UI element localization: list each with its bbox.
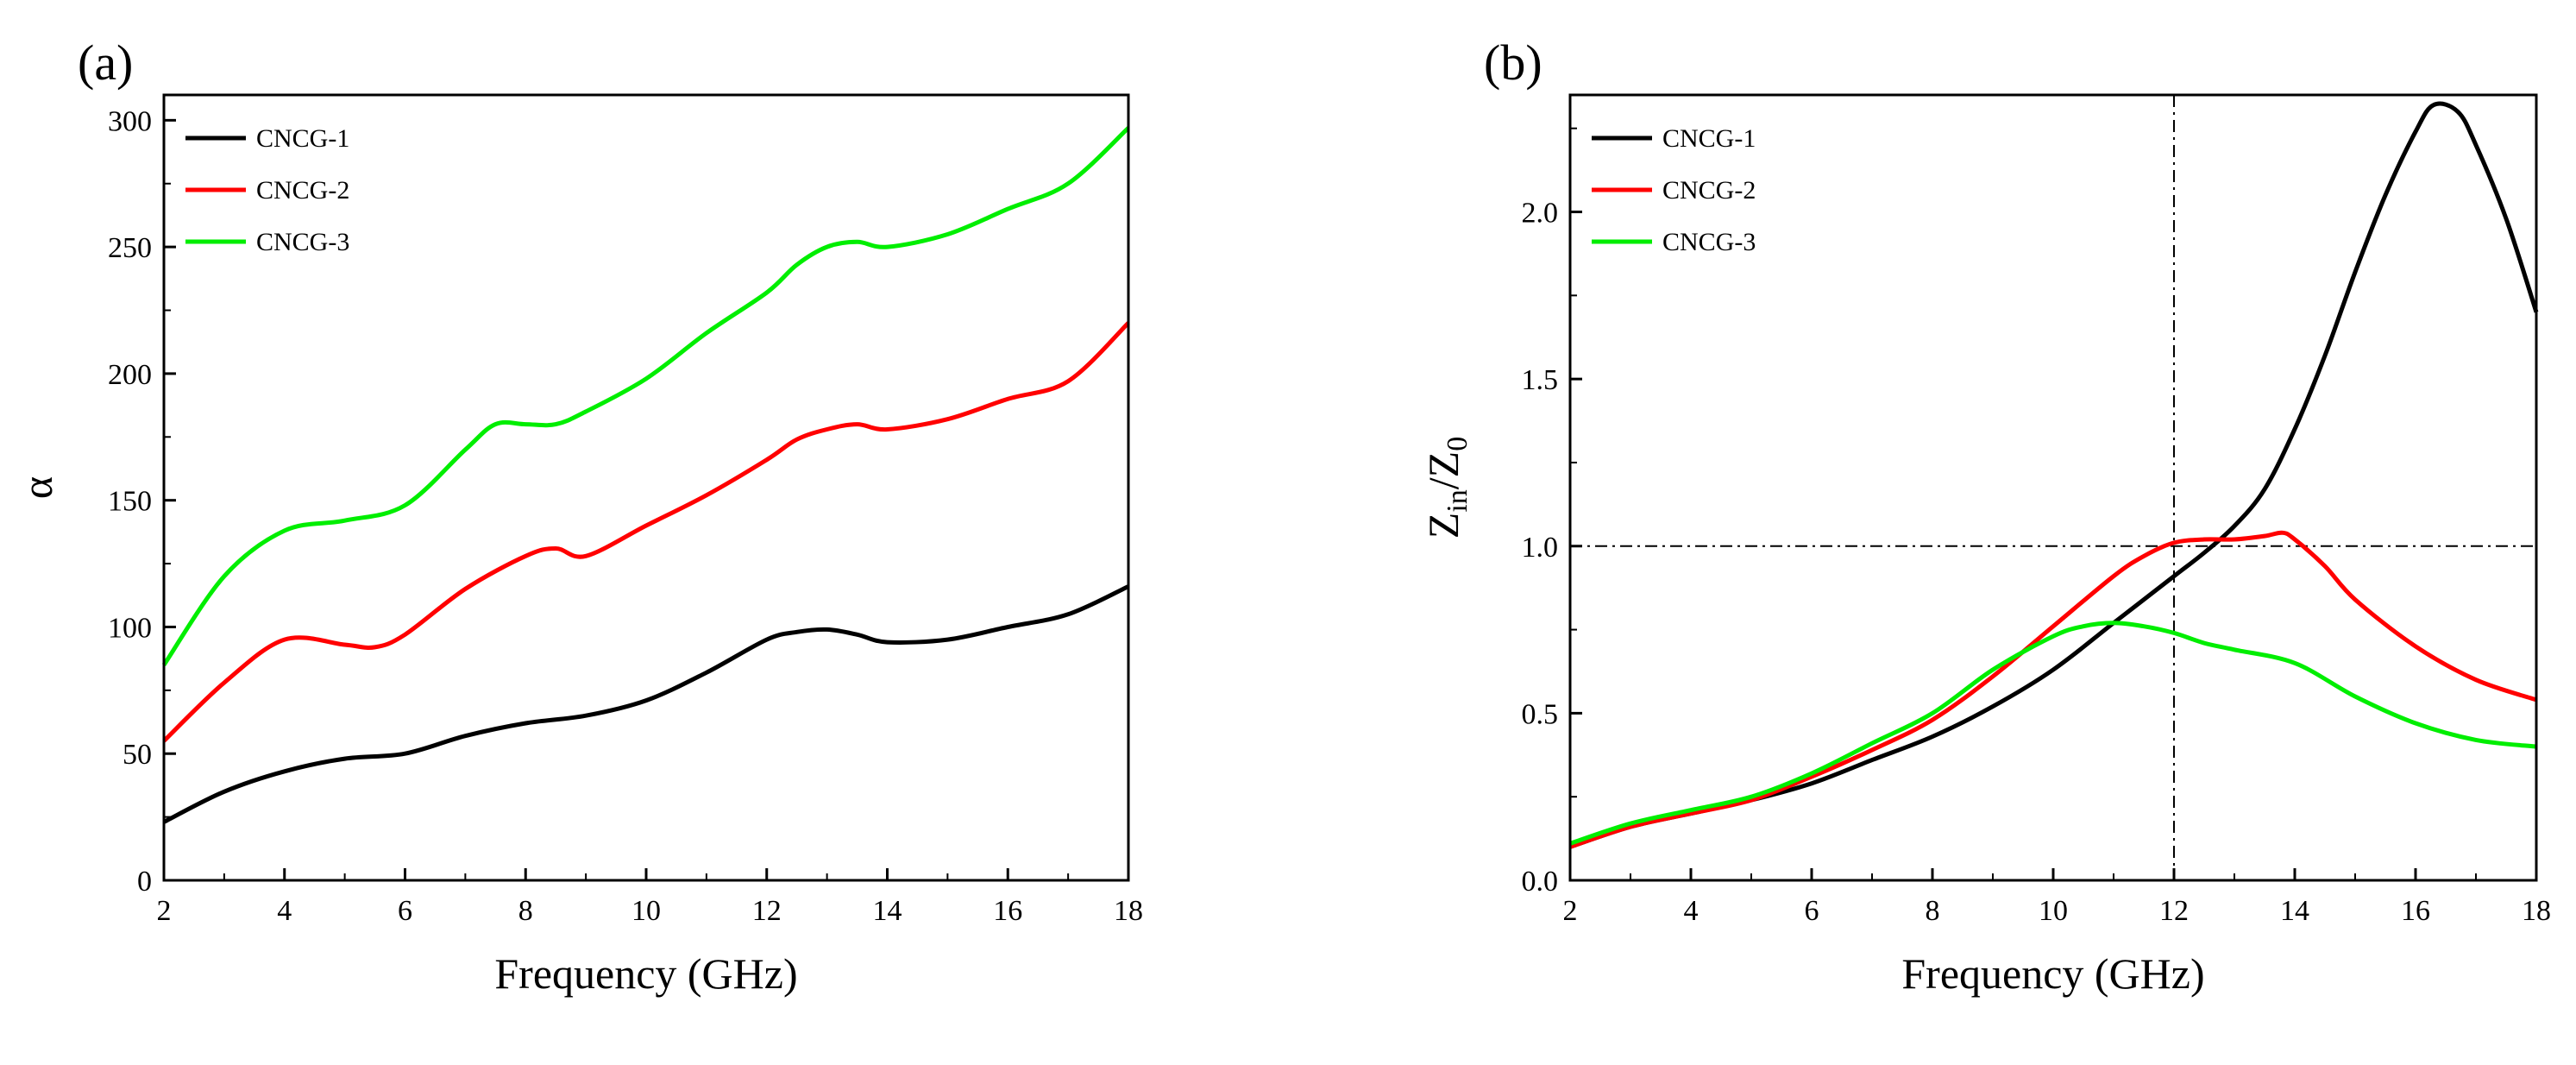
panel-b-legend-text-cncg-2: CNCG-2 <box>1662 176 1756 205</box>
panel-b-x-tick-label: 10 <box>2039 895 2068 927</box>
panel-a-y-tick-label: 100 <box>108 612 152 644</box>
panel-a-x-tick-label: 12 <box>752 895 782 927</box>
panel-b-x-tick-label: 2 <box>1563 895 1578 927</box>
panel-b-y-tick-label: 2.0 <box>1522 198 1559 230</box>
panel-a-series <box>161 126 1130 824</box>
panel-a-y-tick-label: 250 <box>108 232 152 264</box>
panel-a-plot-frame <box>162 93 1130 882</box>
panel-a-series-line-cncg-3 <box>161 126 1130 666</box>
panel-b-chart: (b) 2 4 6 8 10 12 14 16 18 0.0 0.5 1.0 1.5 2.0 Frequ… <box>1419 35 2551 998</box>
panel-a-x-tick-label: 8 <box>518 895 533 927</box>
panel-a-x-tick-label: 14 <box>873 895 902 927</box>
panel-a-legend-text-cncg-1: CNCG-1 <box>256 124 349 153</box>
panel-a-x-tick-label: 10 <box>631 895 661 927</box>
panel-a-series-line-cncg-1 <box>162 584 1130 824</box>
panel-a-x-tick-label: 16 <box>993 895 1022 927</box>
panel-b-x-tick-label: 16 <box>2401 895 2430 927</box>
panel-b-y-tick-label: 1.5 <box>1522 364 1559 396</box>
panel-a-x-tick-label: 6 <box>398 895 412 927</box>
panel-b-y-label-sub-in: in <box>1442 489 1473 512</box>
panel-b-y-tick-label: 0.0 <box>1522 866 1559 898</box>
panel-b-series-line-cncg-1 <box>1569 101 2539 849</box>
panel-a-chart: (a) 2 4 6 8 10 12 14 16 18 0 50 100 150 200 250 300 Fr… <box>13 35 1143 998</box>
panel-a-y-tick-label: 300 <box>108 105 152 137</box>
panel-b-y-ticks: 0.0 0.5 1.0 1.5 2.0 <box>1522 127 1582 898</box>
panel-b-x-tick-label: 6 <box>1805 895 1819 927</box>
panel-b-x-tick-label: 18 <box>2522 895 2551 927</box>
panel-b-y-tick-label: 1.0 <box>1522 532 1559 564</box>
panel-a-legend-text-cncg-2: CNCG-2 <box>256 176 349 205</box>
panel-a-x-tick-label: 18 <box>1114 895 1143 927</box>
panel-a-y-axis-label: α <box>13 476 61 499</box>
panel-a-y-tick-label: 0 <box>137 866 152 898</box>
panel-b-series-line-cncg-3 <box>1569 621 2537 846</box>
panel-a-series-line-cncg-2 <box>162 321 1130 743</box>
panel-b-legend: CNCG-1 CNCG-2 CNCG-3 <box>1592 124 1756 256</box>
panel-a-y-tick-label: 50 <box>123 739 152 771</box>
panel-b-x-tick-label: 4 <box>1684 895 1699 927</box>
panel-a-x-tick-label: 2 <box>157 895 172 927</box>
panel-b-x-axis-label: Frequency (GHz) <box>1901 949 2204 998</box>
panel-a-x-ticks: 2 4 6 8 10 12 14 16 18 <box>157 868 1143 927</box>
panel-a-y-ticks: 0 50 100 150 200 250 300 <box>108 105 176 898</box>
panel-b-legend-text-cncg-3: CNCG-3 <box>1662 228 1756 256</box>
panel-b-y-label-slash-z: /Z <box>1419 451 1467 489</box>
panel-b-x-tick-label: 12 <box>2159 895 2189 927</box>
panel-b-x-ticks: 2 4 6 8 10 12 14 16 18 <box>1563 868 2551 927</box>
panel-a-y-tick-label: 200 <box>108 359 152 391</box>
panel-b-plot-frame <box>1568 93 2538 882</box>
panel-a-x-axis-label: Frequency (GHz) <box>494 949 797 998</box>
panel-b-y-axis-label: Zin/Z0 <box>1419 437 1473 539</box>
panel-b-label: (b) <box>1484 35 1542 91</box>
panel-b-series <box>1569 101 2539 849</box>
panel-a-legend-text-cncg-3: CNCG-3 <box>256 228 349 256</box>
panel-b-y-tick-label: 0.5 <box>1522 698 1559 730</box>
panel-a-legend: CNCG-1 CNCG-2 CNCG-3 <box>185 124 349 256</box>
panel-a-y-tick-label: 150 <box>108 486 152 518</box>
panel-b-series-line-cncg-2 <box>1569 530 2537 849</box>
panel-a-x-tick-label: 4 <box>277 895 292 927</box>
panel-a-label: (a) <box>78 35 133 91</box>
panel-b-y-label-sub-0: 0 <box>1442 437 1473 451</box>
panel-b-x-tick-label: 8 <box>1926 895 1940 927</box>
panel-b-reference-lines <box>1570 95 2536 880</box>
panel-b-x-tick-label: 14 <box>2280 895 2309 927</box>
panel-b-legend-text-cncg-1: CNCG-1 <box>1662 124 1756 153</box>
panel-b-y-label-z: Z <box>1419 513 1467 539</box>
